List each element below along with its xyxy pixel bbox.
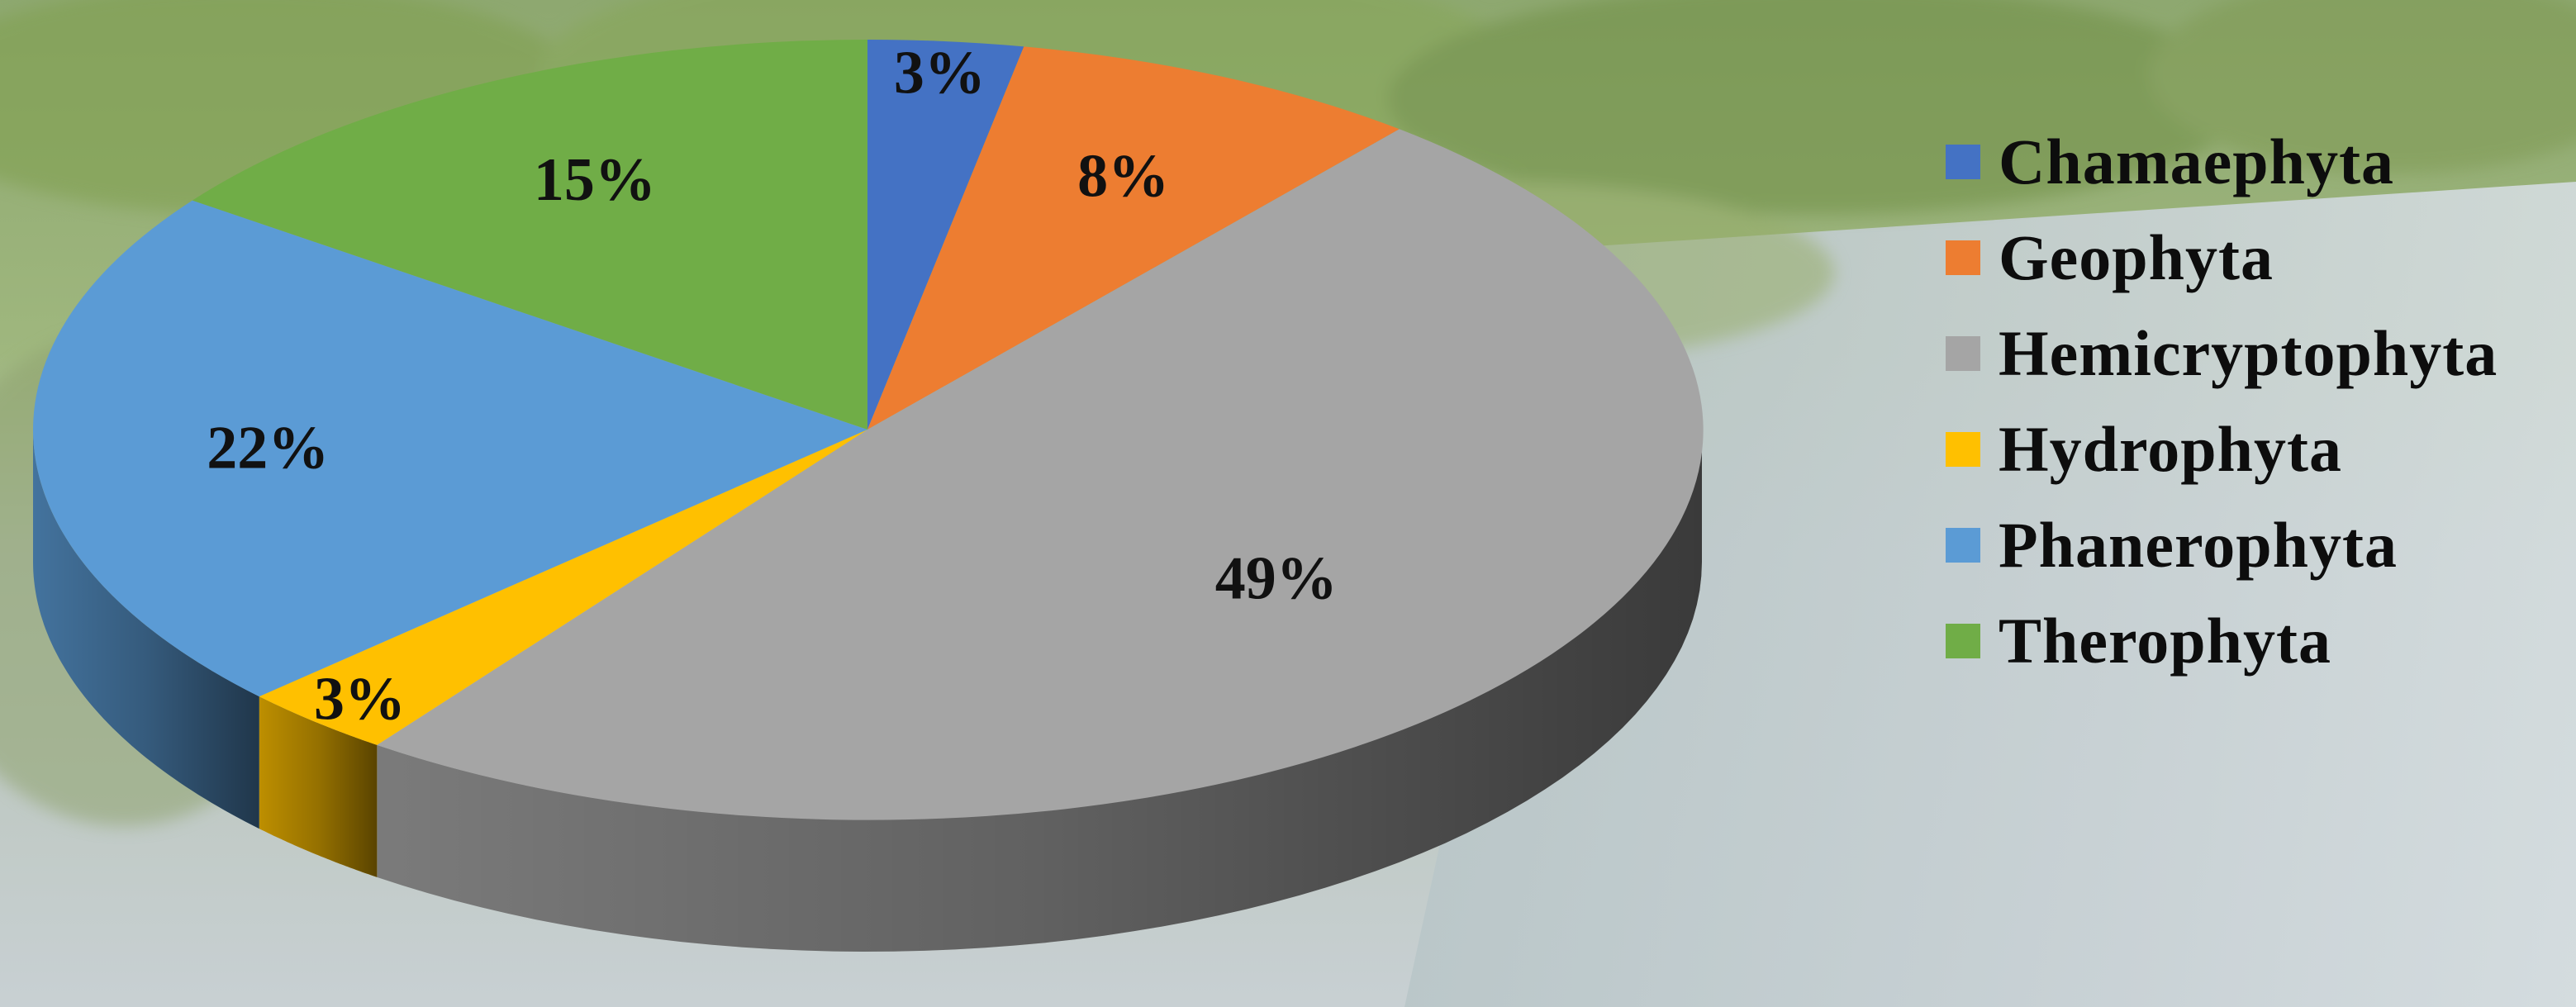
pie-data-labels: 3% 8% 49% 3% 22% 15% (207, 40, 1338, 734)
data-label-phanerophyta: 22% (207, 414, 329, 482)
pie-slice-chamaephyta (867, 40, 1024, 430)
pie-slice-hemicryptophyta (377, 129, 1704, 820)
legend-label: Therophyta (1999, 605, 2331, 677)
legend-swatch (1946, 145, 1980, 179)
data-label-chamaephyta: 3% (894, 40, 986, 107)
legend-label: Hemicryptophyta (1999, 317, 2498, 389)
pie-slice-hydrophyta (259, 430, 867, 745)
legend-item-therophyta: Therophyta (1946, 593, 2498, 689)
data-label-therophyta: 15% (534, 146, 656, 214)
pie-side-shade-phanerophyta (33, 430, 259, 829)
pie-depth (33, 430, 1702, 952)
legend-label: Hydrophyta (1999, 413, 2342, 485)
legend-label: Chamaephyta (1999, 126, 2395, 197)
legend-item-chamaephyta: Chamaephyta (1946, 114, 2498, 210)
pie-side-shade-hemicryptophyta (377, 430, 1702, 952)
legend-item-phanerophyta: Phanerophyta (1946, 497, 2498, 593)
data-label-geophyta: 8% (1077, 143, 1169, 211)
pie-slice-geophyta (867, 46, 1400, 430)
pie-top-face (33, 40, 1704, 820)
legend-item-geophyta: Geophyta (1946, 210, 2498, 306)
pie-slice-therophyta (192, 40, 867, 430)
legend-item-hydrophyta: Hydrophyta (1946, 401, 2498, 497)
legend-swatch (1946, 336, 1980, 371)
data-label-hydrophyta: 3% (314, 666, 406, 734)
data-label-hemicryptophyta: 49% (1215, 544, 1338, 612)
legend-swatch (1946, 240, 1980, 275)
pie-slice-phanerophyta (33, 200, 867, 697)
legend-label: Geophyta (1999, 221, 2274, 293)
pie-side-shade-hydrophyta (259, 696, 378, 877)
legend-label: Phanerophyta (1999, 509, 2398, 581)
chart-legend: Chamaephyta Geophyta Hemicryptophyta Hydrop… (1946, 114, 2498, 689)
legend-swatch (1946, 432, 1980, 467)
legend-item-hemicryptophyta: Hemicryptophyta (1946, 306, 2498, 401)
legend-swatch (1946, 624, 1980, 658)
legend-swatch (1946, 528, 1980, 563)
